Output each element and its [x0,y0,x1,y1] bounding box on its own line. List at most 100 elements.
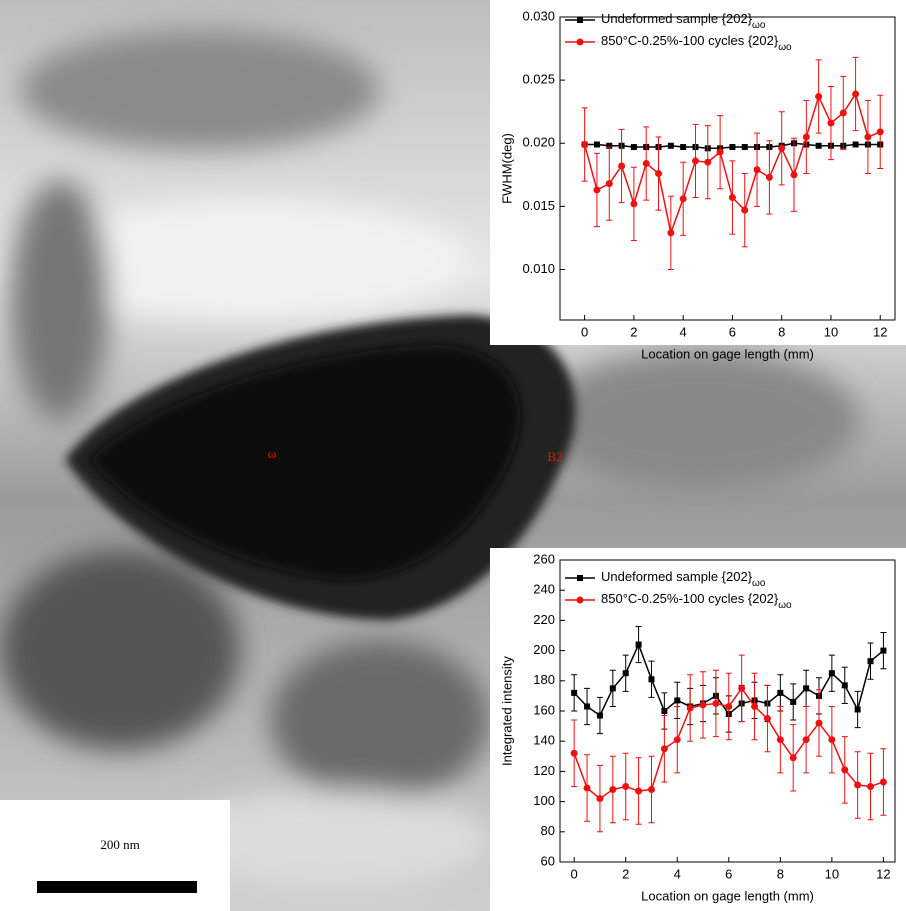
data-point [680,144,687,151]
phase-label: B2 [547,449,562,464]
data-point [738,684,746,692]
legend-marker [577,575,583,581]
data-point [790,171,798,179]
data-point [728,194,736,202]
data-point [642,159,650,167]
data-point [716,148,724,156]
scale-bar-box [0,800,230,911]
data-point [741,144,748,151]
data-point [584,703,591,710]
legend-subscript: ωo [752,578,766,589]
x-tick-label: 0 [571,866,578,881]
data-point [828,670,835,677]
data-point [777,689,784,696]
data-point [828,736,836,744]
data-point [570,749,578,757]
data-point [815,719,823,727]
data-point [596,795,604,803]
plot-frame [559,16,896,321]
legend-subscript: ωo [778,42,792,53]
legend-label: 850°C-0.25%-100 cycles {202}ωo [601,591,792,610]
data-point [661,708,668,714]
data-point [571,689,578,696]
data-point [593,141,600,148]
data-point [704,158,712,166]
data-point [635,641,642,648]
data-point [852,90,860,98]
legend-label: Undeformed sample {202}ωo [601,11,766,30]
data-point [660,745,668,753]
x-tick-label: 8 [777,866,784,881]
data-point [841,766,849,774]
legend-subscript: ωo [778,600,792,611]
x-tick-label: 0 [581,324,588,339]
data-point [596,712,603,719]
data-point [867,783,875,790]
y-tick-label: 260 [533,551,555,566]
x-tick-label: 4 [674,866,681,881]
data-point [802,736,810,744]
data-point [686,704,694,712]
data-point [789,754,797,762]
x-tick-label: 10 [824,324,838,339]
data-point [674,697,681,704]
data-point [852,141,859,148]
y-tick-label: 0.025 [522,72,555,87]
legend-marker [576,38,584,46]
scale-bar [37,881,197,893]
data-point [622,783,630,790]
data-point [790,698,797,705]
x-tick-label: 2 [622,866,629,881]
data-point [751,702,759,710]
data-point [854,781,862,789]
data-point [609,685,616,692]
y-tick-label: 0.020 [522,135,555,150]
data-point [581,141,589,149]
data-point [648,676,655,683]
legend-label: 850°C-0.25%-100 cycles {202}ωo [601,33,792,52]
y-axis-title: Integrated intensity [499,656,514,766]
legend-marker [576,596,584,604]
legend-name: 850°C-0.25%-100 cycles {202} [601,33,779,48]
data-point [605,180,613,188]
legend-label: Undeformed sample {202}ωo [601,569,766,588]
scale-bar-label: 200 nm [100,837,139,852]
data-point [673,736,681,744]
data-point [839,109,847,117]
x-tick-label: 4 [680,324,687,339]
data-point [776,736,784,744]
data-point [802,133,810,141]
data-point [753,166,761,174]
phase-label: ω [268,446,277,461]
y-tick-label: 0.030 [522,8,555,23]
data-point [854,706,861,713]
legend-name: Undeformed sample {202} [601,11,753,26]
data-point [879,778,887,786]
y-tick-label: 0.010 [522,261,555,276]
data-point [630,200,638,208]
y-tick-label: 220 [533,612,555,627]
x-tick-label: 12 [873,324,887,339]
x-tick-label: 12 [876,866,890,881]
data-point [667,142,674,149]
legend-subscript: ωo [752,20,766,31]
x-tick-label: 6 [725,866,732,881]
data-point [609,786,617,794]
data-point [712,699,720,707]
y-tick-label: 200 [533,642,555,657]
legend-name: Undeformed sample {202} [601,569,753,584]
data-point [765,173,773,181]
data-point [618,162,626,170]
data-point [655,170,663,178]
data-point [876,128,884,136]
data-point [827,119,835,127]
legend-name: 850°C-0.25%-100 cycles {202} [601,591,779,606]
data-point [763,715,771,723]
data-point [841,682,848,689]
data-point [741,206,749,214]
y-tick-label: 80 [541,823,555,838]
data-point [778,144,786,152]
inset-panel [490,548,906,911]
y-tick-label: 100 [533,793,555,808]
